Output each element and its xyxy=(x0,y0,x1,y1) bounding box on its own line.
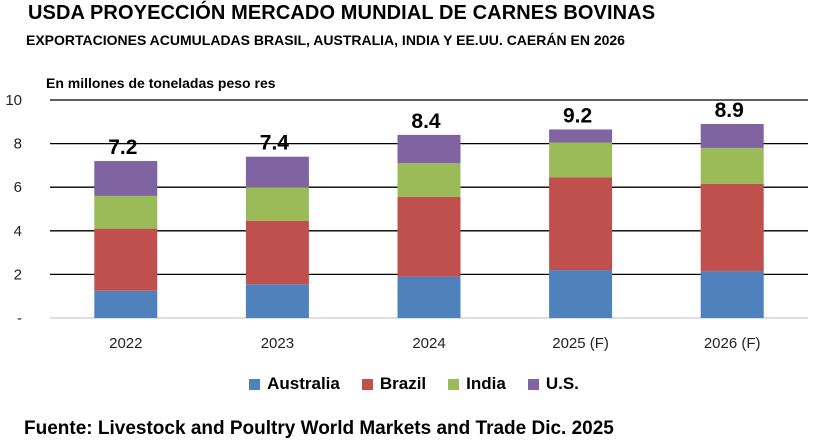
bar-total-label: 7.2 xyxy=(108,136,137,159)
legend-label: U.S. xyxy=(545,374,579,393)
legend-label: Australia xyxy=(267,374,340,393)
bar-segment-brazil-2 xyxy=(397,197,461,277)
chart-legend: Australia Brazil India U.S. xyxy=(0,374,828,394)
bar-segment-india-3 xyxy=(549,142,613,178)
labels: - 2 4 6 8 10 7.2 2022 7.4 2023 8.4 2024 9.2 2025 (F) 8… xyxy=(5,92,760,352)
x-tick-label: 2023 xyxy=(261,335,294,352)
y-tick-label: 10 xyxy=(5,92,22,109)
bar-total-label: 8.4 xyxy=(411,110,441,133)
bar-segment-australia-2 xyxy=(397,276,461,318)
bar-segment-australia-1 xyxy=(245,284,309,318)
legend-item-us: U.S. xyxy=(527,374,579,394)
bar-segment-brazil-0 xyxy=(94,228,158,291)
bar-segment-india-1 xyxy=(245,187,309,221)
y-tick-label: 6 xyxy=(14,179,22,196)
y-tick-label: 8 xyxy=(14,136,22,153)
bar-segment-india-4 xyxy=(700,147,764,184)
bar-total-label: 8.9 xyxy=(715,99,744,122)
legend-swatch xyxy=(249,378,261,390)
legend-label: Brazil xyxy=(379,374,427,393)
bar-segment-us-0 xyxy=(94,161,158,196)
bar-segment-us-1 xyxy=(245,156,309,188)
y-tick-label: 2 xyxy=(14,266,22,283)
bar-segment-brazil-1 xyxy=(245,220,309,285)
bar-total-label: 7.4 xyxy=(260,132,290,155)
source-note: Fuente: Livestock and Poultry World Mark… xyxy=(24,418,614,439)
bar-segment-us-2 xyxy=(397,134,461,164)
bar-segment-us-3 xyxy=(549,129,613,143)
legend-label: India xyxy=(466,374,506,393)
bar-segment-us-4 xyxy=(700,123,764,148)
y-tick-label: 4 xyxy=(14,223,22,240)
x-tick-label: 2025 (F) xyxy=(552,335,609,352)
bar-segment-india-0 xyxy=(94,195,158,229)
bar-segment-india-2 xyxy=(397,163,461,198)
legend-swatch xyxy=(361,378,373,390)
legend-item-brazil: Brazil xyxy=(361,374,427,394)
bar-segment-brazil-3 xyxy=(549,177,613,271)
chart-title: USDA PROYECCIÓN MERCADO MUNDIAL DE CARNE… xyxy=(28,2,656,24)
legend-item-australia: Australia xyxy=(249,374,340,394)
bar-segment-australia-0 xyxy=(94,290,158,318)
legend-swatch xyxy=(527,378,539,390)
x-tick-label: 2026 (F) xyxy=(704,335,761,352)
bars xyxy=(94,123,764,318)
y-tick-label: - xyxy=(17,310,22,327)
chart-subtitle: EXPORTACIONES ACUMULADAS BRASIL, AUSTRAL… xyxy=(26,32,625,48)
bar-total-label: 9.2 xyxy=(563,104,592,127)
legend-item-india: India xyxy=(448,374,506,394)
bar-segment-australia-3 xyxy=(549,270,613,318)
y-axis-label: En millones de toneladas peso res xyxy=(46,75,276,91)
x-tick-label: 2024 xyxy=(412,335,445,352)
legend-swatch xyxy=(448,378,460,390)
bar-segment-brazil-4 xyxy=(700,183,764,272)
x-tick-label: 2022 xyxy=(109,335,142,352)
bar-segment-australia-4 xyxy=(700,271,764,318)
